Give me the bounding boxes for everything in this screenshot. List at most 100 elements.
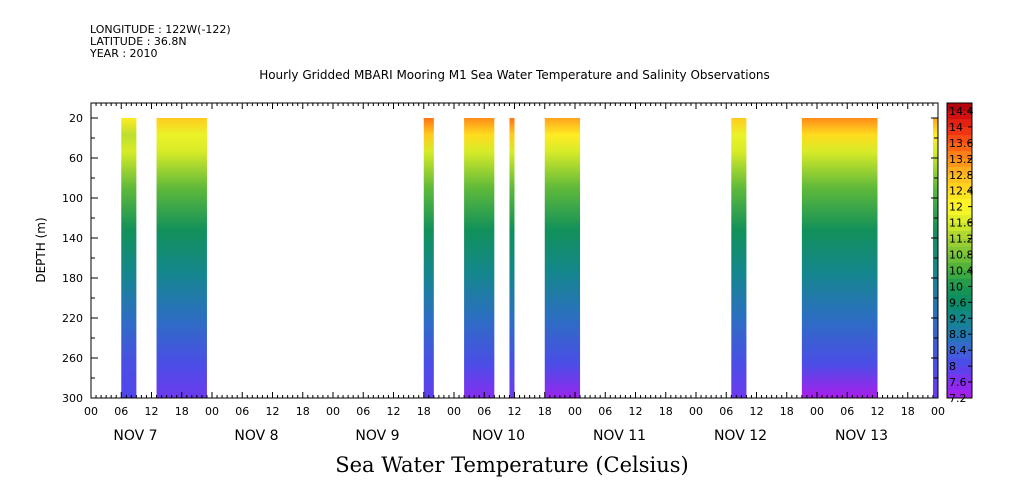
- colorbar-label: 7.2: [949, 392, 967, 405]
- colorbar-cell: [947, 374, 972, 383]
- colorbar-label: 8.4: [949, 344, 967, 357]
- x-hour-label: 06: [356, 405, 370, 418]
- colorbar-cell: [947, 310, 972, 319]
- colorbar-cell: [947, 286, 972, 295]
- x-hour-label: 00: [205, 405, 219, 418]
- axes: 00 06 12 18 00 06 12 18 00 06 12 18 00 06 12 18 00 06 12 18…: [34, 102, 945, 444]
- x-day-label: NOV 10: [472, 428, 525, 444]
- colorbar-cell: [947, 294, 972, 303]
- colorbar-label: 10.8: [949, 248, 974, 261]
- x-hour-label: 06: [719, 405, 733, 418]
- latitude-label: LATITUDE : 36.8N: [90, 35, 187, 48]
- x-hour-label: 00: [326, 405, 340, 418]
- chart-subtitle: Sea Water Temperature (Celsius): [335, 453, 689, 477]
- colorbar-cell: [947, 118, 972, 128]
- x-hour-label: 18: [659, 405, 673, 418]
- colorbar-label: 11.6: [949, 217, 974, 230]
- x-hour-label: 12: [629, 405, 643, 418]
- colorbar-cell: [947, 182, 972, 192]
- header-info: LONGITUDE : 122W(-122) LATITUDE : 36.8N …: [90, 24, 231, 60]
- data-segment: [121, 118, 137, 398]
- x-day-label: NOV 11: [593, 428, 646, 444]
- colorbar-cell: [947, 262, 972, 271]
- colorbar-label: 12.8: [949, 169, 974, 182]
- colorbar-cell: [947, 358, 972, 367]
- x-day-label: NOV 8: [234, 428, 278, 444]
- x-day-label: NOV 12: [714, 428, 767, 444]
- colorbar-cell: [947, 134, 972, 144]
- colorbar-cell: [947, 390, 972, 399]
- colorbar-label: 10: [949, 280, 963, 293]
- x-hour-label: 06: [235, 405, 249, 418]
- colorbar-cell: [947, 150, 972, 160]
- colorbar-cell: [947, 238, 972, 247]
- colorbar-cell: [947, 270, 972, 279]
- data-segment: [509, 118, 515, 398]
- colorbar-label: 9.2: [949, 312, 967, 325]
- colorbar-cell: [947, 342, 972, 351]
- x-hour-label: 12: [871, 405, 885, 418]
- colorbar-cell: [947, 158, 972, 168]
- colorbar-label: 14.4: [949, 105, 974, 118]
- colorbar: 14.4 14 13.6 13.2 12.8 12.4 12 11.6 11.2 10.8 10.4…: [946, 102, 974, 405]
- colorbar-cell: [947, 142, 972, 152]
- colorbar-cell: [947, 103, 972, 112]
- x-hour-label: 06: [114, 405, 128, 418]
- data-segment: [801, 118, 878, 398]
- x-hour-label: 18: [417, 405, 431, 418]
- colorbar-cell: [947, 254, 972, 263]
- x-hour-label: 18: [538, 405, 552, 418]
- colorbar-label: 8: [949, 360, 956, 373]
- x-hour-label: 00: [84, 405, 98, 418]
- colorbar-cell: [947, 326, 972, 335]
- colorbar-cell: [947, 166, 972, 176]
- colorbar-label: 8.8: [949, 328, 967, 341]
- colorbar-cell: [947, 246, 972, 255]
- colorbar-cell: [947, 302, 972, 311]
- x-hour-label: 00: [689, 405, 703, 418]
- y-tick-label: 100: [62, 192, 83, 205]
- x-hour-label: 00: [447, 405, 461, 418]
- y-tick-label: 20: [69, 112, 83, 125]
- colorbar-label: 13.6: [949, 137, 974, 150]
- x-day-label: NOV 9: [355, 428, 399, 444]
- x-hour-label: 12: [266, 405, 280, 418]
- x-day-label: NOV 7: [113, 428, 157, 444]
- data-segment: [731, 118, 747, 398]
- colorbar-cell: [947, 190, 972, 199]
- year-label: YEAR : 2010: [90, 47, 158, 60]
- x-hour-label: 18: [780, 405, 794, 418]
- colorbar-cell: [947, 110, 972, 120]
- x-hour-label: 18: [901, 405, 915, 418]
- colorbar-cell: [947, 350, 972, 359]
- x-hour-label: 06: [598, 405, 612, 418]
- data-segment: [156, 118, 207, 398]
- x-hour-label: 00: [931, 405, 945, 418]
- colorbar-cell: [947, 334, 972, 343]
- colorbar-label: 12.4: [949, 185, 974, 198]
- colorbar-cell: [947, 206, 972, 215]
- colorbar-cell: [947, 366, 972, 375]
- colorbar-cell: [947, 230, 972, 239]
- colorbar-cell: [947, 126, 972, 136]
- colorbar-label: 12: [949, 201, 963, 214]
- colorbar-label: 10.4: [949, 264, 974, 277]
- colorbar-label: 13.2: [949, 153, 974, 166]
- colorbar-cell: [947, 222, 972, 231]
- colorbar-label: 7.6: [949, 376, 967, 389]
- plot-area: [121, 118, 938, 398]
- y-tick-label: 220: [62, 312, 83, 325]
- x-hour-label: 12: [387, 405, 401, 418]
- x-hour-label: 00: [810, 405, 824, 418]
- colorbar-cell: [947, 198, 972, 207]
- y-axis-label: DEPTH (m): [34, 217, 48, 282]
- colorbar-frame: [946, 102, 973, 399]
- colorbar-label: 14: [949, 121, 963, 134]
- x-hour-label: 06: [840, 405, 854, 418]
- colorbar-cell: [947, 318, 972, 327]
- y-tick-label: 60: [69, 152, 83, 165]
- y-tick-label: 140: [62, 232, 83, 245]
- colorbar-label: 9.6: [949, 296, 967, 309]
- x-hour-label: 12: [145, 405, 159, 418]
